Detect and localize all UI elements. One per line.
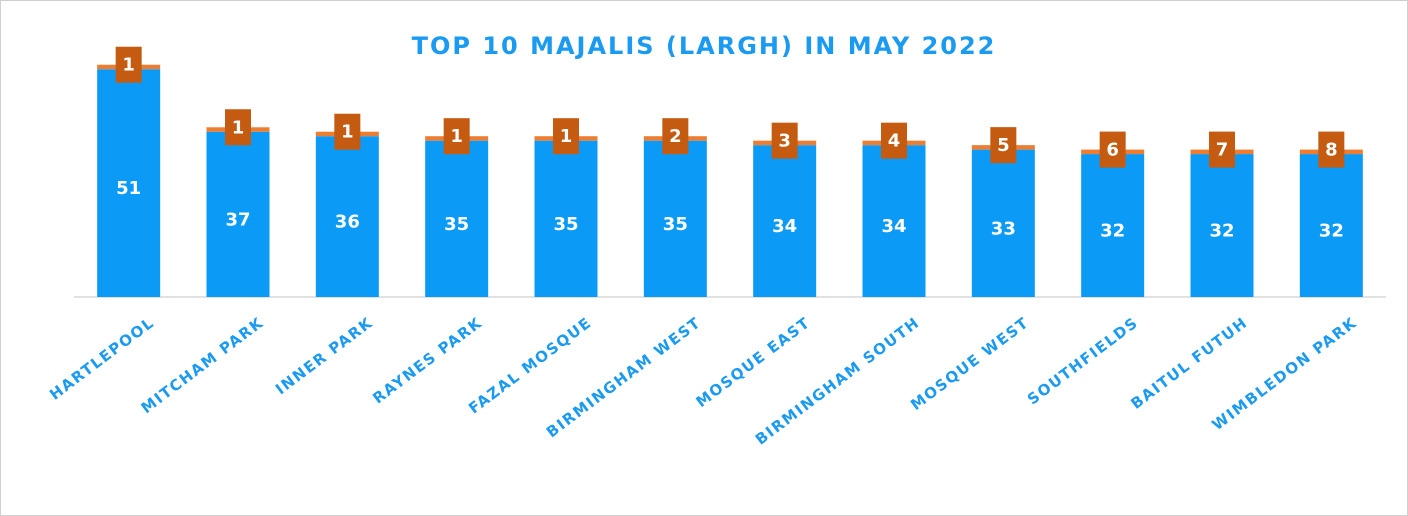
bar-segment (1081, 154, 1145, 297)
rank-box (553, 118, 579, 155)
bar-segment (425, 140, 489, 297)
rank-box (1099, 131, 1126, 168)
rank-label: 3 (778, 131, 791, 152)
value-label: 35 (663, 214, 688, 235)
value-label: 35 (444, 214, 469, 235)
rank-box (990, 127, 1017, 164)
bar-segment (97, 69, 161, 297)
rank-box (881, 122, 907, 159)
bar-segment (643, 140, 707, 297)
value-label: 35 (553, 214, 578, 235)
bar-segment (971, 149, 1035, 297)
rank-label: 1 (122, 55, 135, 76)
rank-box (771, 122, 798, 159)
rank-box (115, 46, 142, 83)
bar-segment (206, 131, 270, 297)
rank-label: 5 (997, 135, 1010, 156)
bar-segment (1299, 154, 1363, 297)
rank-label: 7 (1216, 140, 1229, 161)
rank-box (1209, 131, 1235, 168)
rank-label: 1 (560, 126, 573, 147)
rank-box (225, 109, 251, 146)
value-label: 32 (1100, 221, 1125, 242)
rank-label: 1 (450, 126, 463, 147)
bar-segment (753, 145, 817, 297)
value-label: 32 (1319, 221, 1344, 242)
bar-segment (534, 140, 598, 297)
bar-segment (1190, 154, 1254, 297)
rank-label: 6 (1106, 140, 1119, 161)
rank-label: 1 (232, 117, 245, 138)
value-label: 34 (881, 216, 906, 237)
rank-box (443, 118, 470, 155)
rank-label: 4 (888, 131, 901, 152)
rank-box (334, 113, 361, 150)
value-label: 32 (1209, 221, 1234, 242)
value-label: 51 (116, 178, 141, 199)
bar-segment (315, 136, 379, 297)
rank-label: 1 (341, 122, 354, 143)
rank-label: 2 (669, 126, 682, 147)
value-label: 33 (991, 218, 1016, 239)
rank-label: 8 (1325, 140, 1338, 161)
value-label: 34 (772, 216, 797, 237)
bar-segment (862, 145, 926, 297)
rank-box (662, 118, 689, 155)
chart-title: TOP 10 MAJALIS (LARGH) IN MAY 2022 (412, 32, 997, 60)
rank-box (1318, 131, 1345, 168)
value-label: 36 (335, 212, 360, 233)
value-label: 37 (225, 209, 250, 230)
